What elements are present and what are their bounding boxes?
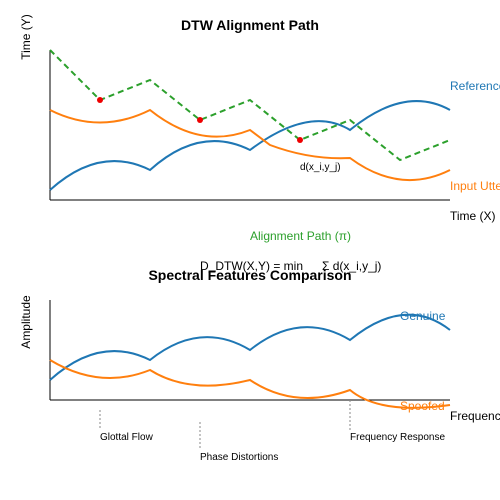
match-point — [197, 117, 203, 123]
spoofed-label: Spoofed — [400, 399, 445, 413]
top-x-label: Time (X) — [450, 209, 496, 223]
top-title: DTW Alignment Path — [181, 17, 319, 33]
bottom-y-label: Amplitude — [19, 295, 33, 349]
bottom-x-label: Frequency — [450, 409, 500, 423]
top-y-label: Time (Y) — [19, 14, 33, 60]
formula-left: D_DTW(X,Y) = min — [200, 259, 303, 273]
alignment-path — [49, 49, 451, 162]
reference-curve — [49, 100, 451, 191]
match-point — [97, 97, 103, 103]
bottom-title: Spectral Features Comparison — [148, 267, 351, 283]
reference-label: Reference — [450, 79, 500, 93]
annotation: Glottal Flow — [100, 432, 154, 443]
path-label: Alignment Path (π) — [250, 229, 351, 243]
input-label: Input Utterance — [450, 179, 500, 193]
input-curve — [49, 108, 451, 181]
annotation: Phase Distortions — [200, 452, 278, 463]
distance-label: d(x_i,y_j) — [300, 162, 341, 173]
genuine-curve — [49, 313, 451, 381]
match-point — [297, 137, 303, 143]
annotation: Frequency Response — [350, 432, 445, 443]
genuine-label: Genuine — [400, 309, 446, 323]
formula-right: Σ d(x_i,y_j) — [322, 259, 381, 273]
spoofed-curve — [49, 359, 451, 409]
